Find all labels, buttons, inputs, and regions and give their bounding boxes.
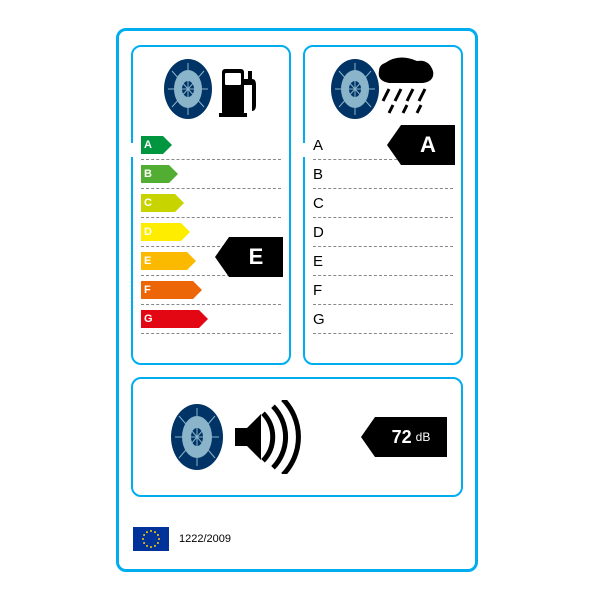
grade-letter: G (313, 311, 325, 328)
grade-letter: C (313, 195, 324, 212)
wet-grade-row: C (313, 189, 453, 218)
wet-grade-badge: A (387, 125, 455, 165)
grade-letter: C (144, 197, 152, 209)
fuel-grade-value: E (249, 244, 264, 270)
eu-star (157, 542, 159, 544)
grade-letter: E (313, 253, 323, 270)
noise-unit: dB (416, 430, 431, 444)
eu-star (157, 534, 159, 536)
fuel-grade-row: C (141, 189, 281, 218)
fuel-grade-rows: A B C D E F G (133, 131, 289, 334)
fuel-grade-row: A (141, 131, 281, 160)
wet-grade-rows: ABCDEFGA (305, 131, 461, 334)
speaker-waves-icon (233, 400, 313, 474)
tire-fuel-pump-icon (156, 55, 266, 123)
fuel-grade-row: F (141, 276, 281, 305)
eu-star (143, 534, 145, 536)
grade-letter: B (313, 166, 323, 183)
noise-panel: 72 dB (131, 377, 463, 497)
grade-letter: A (144, 139, 152, 151)
noise-value-badge: 72 dB (361, 417, 447, 457)
wet-grade-row: D (313, 218, 453, 247)
fuel-efficiency-panel: A B C D E F G (131, 45, 291, 365)
wet-grade-row: G (313, 305, 453, 334)
eu-star (154, 531, 156, 533)
grade-letter: D (144, 226, 152, 238)
eu-flag-icon (133, 527, 169, 551)
grade-letter: F (144, 284, 151, 296)
fuel-grade-badge: E (215, 237, 283, 277)
grade-letter: F (313, 282, 322, 299)
eu-star (146, 531, 148, 533)
wet-grade-row: E (313, 247, 453, 276)
tire-sound-icon (167, 400, 227, 474)
eu-star (150, 546, 152, 548)
tire-rain-icon (323, 55, 443, 123)
wet-grade-value: A (420, 132, 436, 158)
fuel-grade-row: B (141, 160, 281, 189)
grade-letter: E (144, 255, 151, 267)
wet-grade-row: F (313, 276, 453, 305)
fuel-icon-area (133, 47, 289, 131)
eu-star (142, 538, 144, 540)
grade-letter: G (144, 313, 153, 325)
noise-value: 72 (392, 427, 412, 448)
noise-icon-area (167, 400, 313, 474)
grade-letter: D (313, 224, 324, 241)
eu-star (154, 545, 156, 547)
eu-star (146, 545, 148, 547)
wet-icon-area (305, 47, 461, 131)
fuel-grade-row: G (141, 305, 281, 334)
wet-grip-panel: ABCDEFGA (303, 45, 463, 365)
grade-letter: B (144, 168, 152, 180)
footer: 1222/2009 (133, 527, 231, 551)
grade-letter: A (313, 137, 323, 154)
eu-star (143, 542, 145, 544)
sound-wave-arc (263, 413, 273, 461)
tyre-label-container: A B C D E F G (116, 28, 478, 572)
regulation-text: 1222/2009 (179, 533, 231, 545)
eu-star (150, 530, 152, 532)
eu-star (158, 538, 160, 540)
